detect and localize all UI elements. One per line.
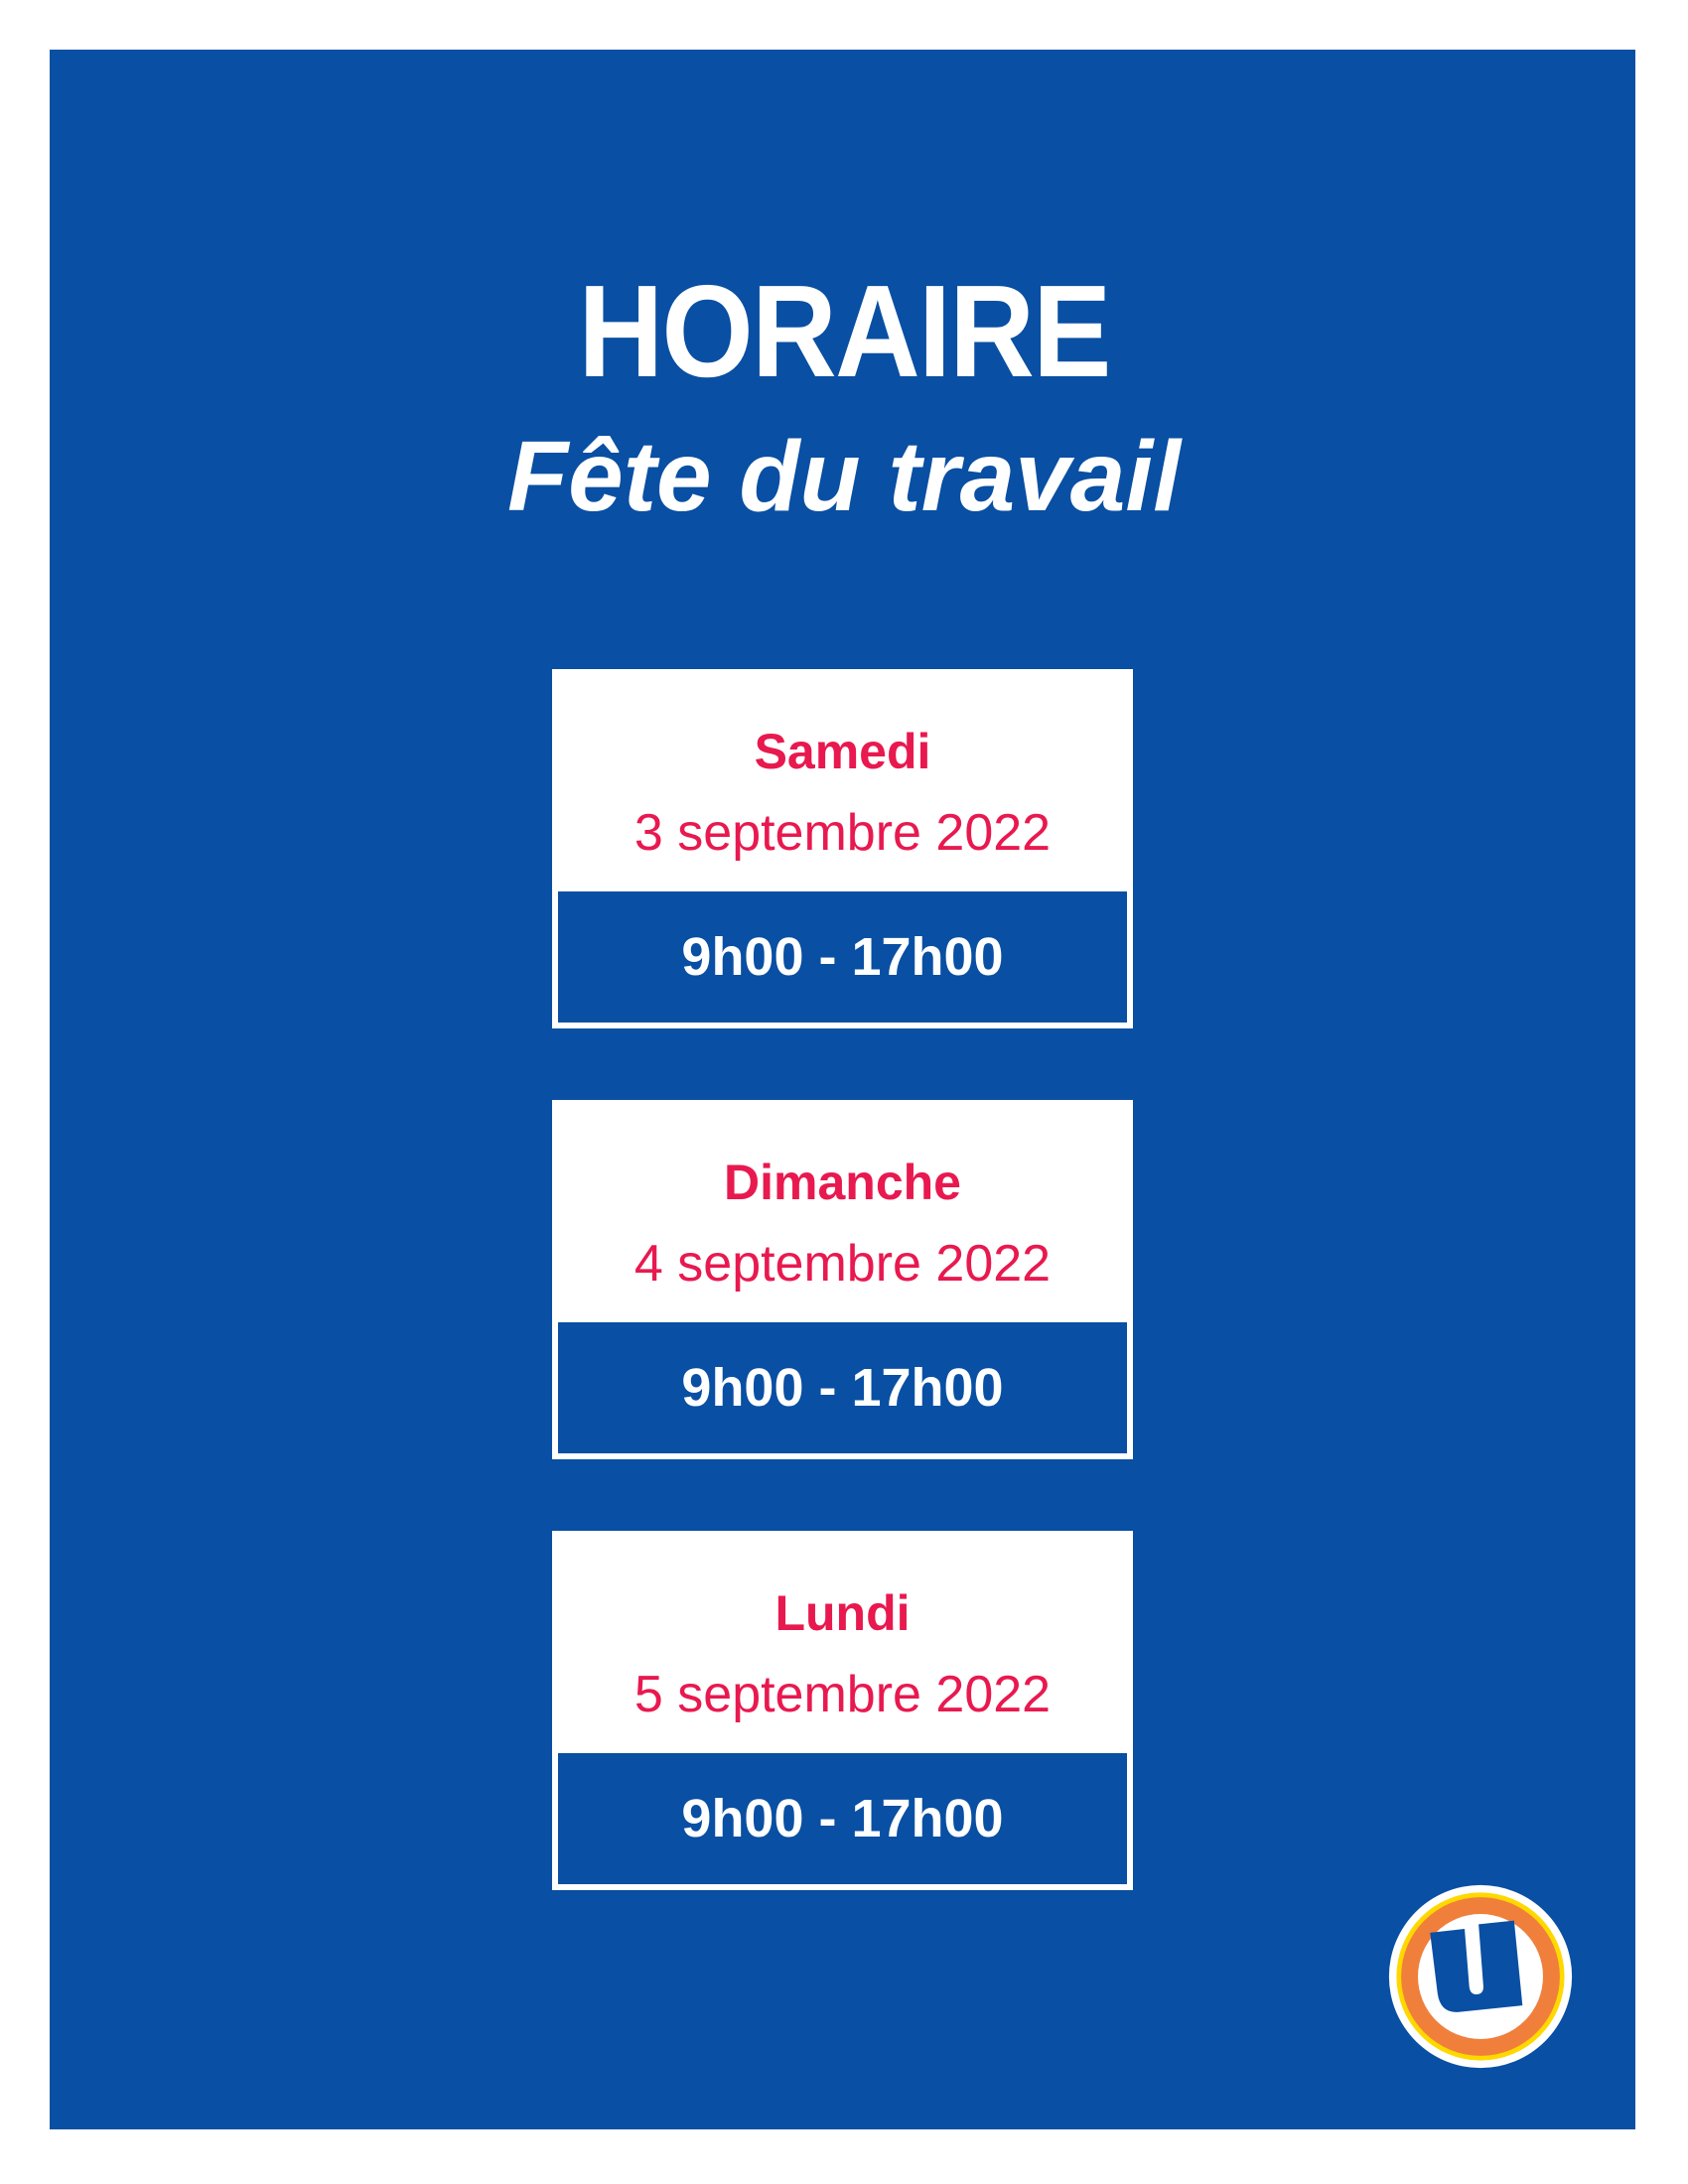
page-title: HORAIRE xyxy=(578,258,1111,404)
hours-label: 9h00 - 17h00 xyxy=(558,1322,1127,1453)
schedule-card-saturday: Samedi 3 septembre 2022 9h00 - 17h00 xyxy=(552,669,1133,1028)
day-label: Lundi xyxy=(774,1585,911,1641)
date-label: 5 septembre 2022 xyxy=(633,1666,1052,1723)
day-label: Dimanche xyxy=(724,1155,961,1210)
hours-label: 9h00 - 17h00 xyxy=(558,1753,1127,1884)
u-logo-icon xyxy=(1388,1884,1573,2069)
date-label: 3 septembre 2022 xyxy=(633,804,1052,862)
day-label: Samedi xyxy=(754,724,931,779)
schedule-card-monday: Lundi 5 septembre 2022 9h00 - 17h00 xyxy=(552,1531,1133,1890)
page-subtitle: Fête du travail xyxy=(507,421,1181,532)
hours-label: 9h00 - 17h00 xyxy=(558,891,1127,1023)
schedule-card-sunday: Dimanche 4 septembre 2022 9h00 - 17h00 xyxy=(552,1100,1133,1459)
date-label: 4 septembre 2022 xyxy=(633,1235,1052,1293)
